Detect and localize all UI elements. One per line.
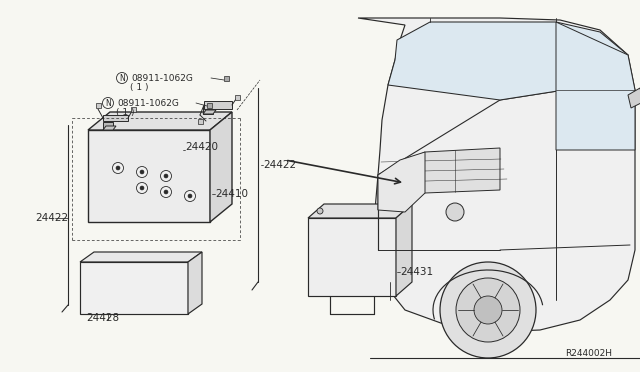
Circle shape	[446, 203, 464, 221]
Circle shape	[184, 190, 195, 202]
Text: ( 1 ): ( 1 )	[130, 83, 148, 92]
Polygon shape	[88, 112, 232, 130]
Circle shape	[116, 166, 120, 170]
Polygon shape	[628, 88, 640, 108]
Bar	[235, 95, 240, 100]
Polygon shape	[396, 204, 412, 296]
Text: 24420: 24420	[185, 142, 218, 152]
Text: ( 1 ): ( 1 )	[116, 108, 134, 116]
Bar	[96, 103, 101, 108]
Circle shape	[113, 163, 124, 173]
Circle shape	[140, 186, 144, 190]
Circle shape	[474, 296, 502, 324]
Text: 24422: 24422	[263, 160, 296, 170]
Polygon shape	[188, 252, 202, 314]
Circle shape	[161, 170, 172, 182]
Text: N: N	[119, 74, 125, 83]
Text: R244002H: R244002H	[565, 349, 612, 357]
Circle shape	[456, 278, 520, 342]
Polygon shape	[103, 126, 116, 130]
Circle shape	[440, 262, 536, 358]
Polygon shape	[103, 115, 128, 121]
Bar	[207, 103, 212, 108]
Text: 24431: 24431	[400, 267, 433, 277]
Polygon shape	[378, 152, 425, 212]
Bar	[198, 119, 203, 124]
Polygon shape	[80, 262, 188, 314]
Bar	[224, 76, 229, 81]
Polygon shape	[204, 101, 232, 109]
Polygon shape	[80, 252, 202, 262]
Text: N: N	[105, 99, 111, 108]
Bar	[131, 107, 136, 112]
Circle shape	[140, 170, 144, 174]
Polygon shape	[308, 218, 396, 296]
Circle shape	[164, 190, 168, 194]
Circle shape	[164, 174, 168, 178]
Polygon shape	[388, 22, 628, 100]
Text: 24410: 24410	[215, 189, 248, 199]
Text: 08911-1062G: 08911-1062G	[131, 74, 193, 83]
Circle shape	[136, 183, 147, 193]
Polygon shape	[556, 22, 635, 150]
Polygon shape	[358, 18, 635, 332]
Polygon shape	[103, 122, 113, 130]
Circle shape	[188, 194, 192, 198]
Polygon shape	[88, 130, 210, 222]
Polygon shape	[210, 112, 232, 222]
Text: 24428: 24428	[86, 313, 119, 323]
Polygon shape	[308, 204, 412, 218]
Polygon shape	[203, 110, 216, 114]
Polygon shape	[203, 106, 213, 114]
Text: 08911-1062G: 08911-1062G	[117, 99, 179, 108]
Circle shape	[136, 167, 147, 177]
Text: 24422: 24422	[35, 213, 68, 223]
Polygon shape	[378, 148, 500, 210]
Circle shape	[161, 186, 172, 198]
Circle shape	[317, 208, 323, 214]
